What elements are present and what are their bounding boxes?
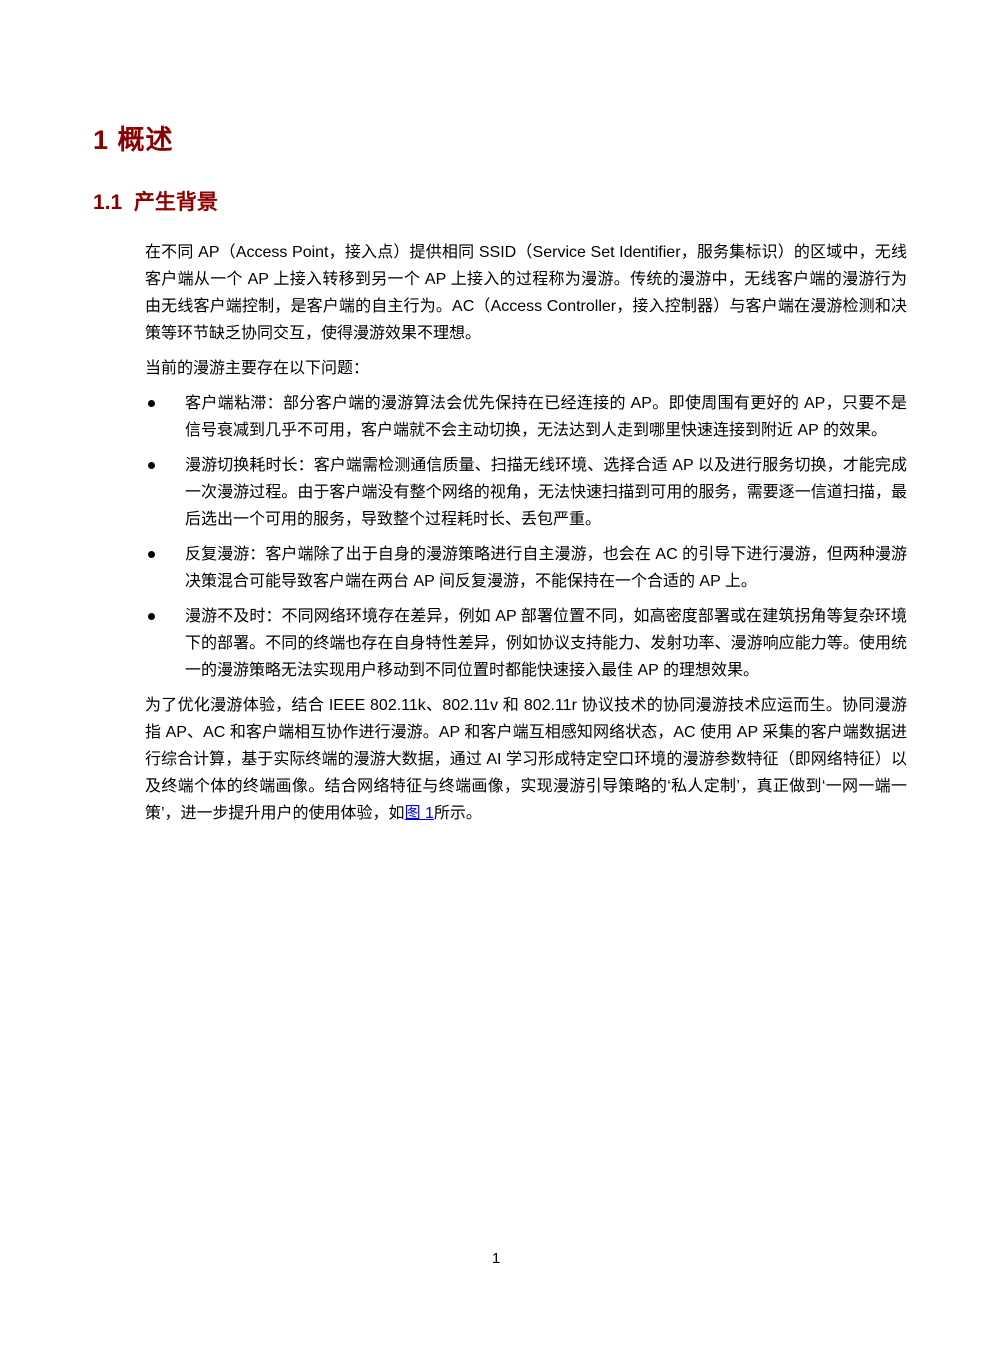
- list-item-text: 漫游不及时：不同网络环境存在差异，例如 AP 部署位置不同，如高密度部署或在建筑…: [185, 608, 907, 679]
- intro-paragraph: 在不同 AP（Access Point，接入点）提供相同 SSID（Servic…: [145, 244, 907, 342]
- list-item-text: 漫游切换耗时长：客户端需检测通信质量、扫描无线环境、选择合适 AP 以及进行服务…: [185, 457, 907, 528]
- list-item-text: 反复漫游：客户端除了出于自身的漫游策略进行自主漫游，也会在 AC 的引导下进行漫…: [185, 546, 907, 590]
- figure-1-link[interactable]: 图 1: [404, 805, 434, 822]
- page-content: 1 概述 1.1 产生背景 在不同 AP（Access Point，接入点）提供…: [93, 118, 907, 835]
- list-item-untimely-roaming: 漫游不及时：不同网络环境存在差异，例如 AP 部署位置不同，如高密度部署或在建筑…: [145, 603, 907, 684]
- bullet-icon: [148, 613, 155, 620]
- problems-list: 客户端粘滞：部分客户端的漫游算法会优先保持在已经连接的 AP。即使周围有更好的 …: [145, 390, 907, 684]
- closing-paragraph: 为了优化漫游体验，结合 IEEE 802.11k、802.11v 和 802.1…: [145, 692, 907, 827]
- closing-text-before-link: 为了优化漫游体验，结合 IEEE 802.11k、802.11v 和 802.1…: [145, 697, 907, 822]
- list-item-client-stickiness: 客户端粘滞：部分客户端的漫游算法会优先保持在已经连接的 AP。即使周围有更好的 …: [145, 390, 907, 444]
- bullet-icon: [148, 400, 155, 407]
- list-item-repeated-roaming: 反复漫游：客户端除了出于自身的漫游策略进行自主漫游，也会在 AC 的引导下进行漫…: [145, 541, 907, 595]
- page-number: 1: [491, 1250, 501, 1267]
- list-item-text: 客户端粘滞：部分客户端的漫游算法会优先保持在已经连接的 AP。即使周围有更好的 …: [185, 395, 907, 439]
- closing-text-after-link: 所示。: [433, 805, 482, 822]
- bullet-icon: [148, 462, 155, 469]
- problems-lead-paragraph: 当前的漫游主要存在以下问题：: [145, 360, 370, 377]
- chapter-heading: 1 概述: [93, 125, 174, 155]
- body-text-block: 在不同 AP（Access Point，接入点）提供相同 SSID（Servic…: [145, 239, 907, 827]
- bullet-icon: [148, 551, 155, 558]
- section-heading: 1.1 产生背景: [93, 191, 218, 214]
- list-item-roaming-latency: 漫游切换耗时长：客户端需检测通信质量、扫描无线环境、选择合适 AP 以及进行服务…: [145, 452, 907, 533]
